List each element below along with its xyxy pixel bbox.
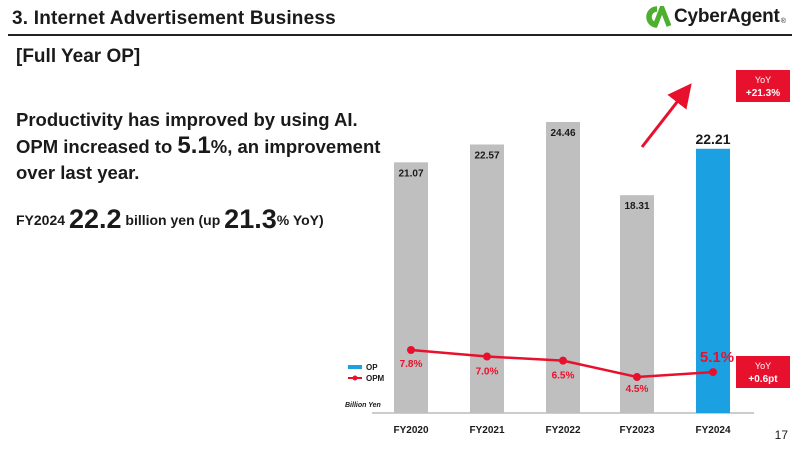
opm-highlight-value: 5.1 xyxy=(177,132,211,159)
page-number: 17 xyxy=(774,428,788,442)
yoy-arrow xyxy=(640,83,692,148)
op-summary: FY2024 22.2 billion yen (up 21.3% YoY) xyxy=(16,204,324,235)
yoy-badge-value: +21.3% xyxy=(746,88,780,99)
opm-point xyxy=(483,352,491,361)
headline-line-2: OPM increased to 5.1%, an improvement xyxy=(16,132,381,159)
yoy-badge xyxy=(736,70,790,102)
unit-label: Billion Yen xyxy=(345,402,381,409)
legend-op-label: OP xyxy=(366,363,378,372)
yoy-badge-label: YoY xyxy=(755,361,771,371)
section-label: [Full Year OP] xyxy=(16,46,141,67)
opm-point xyxy=(633,373,641,381)
summary-mid: billion yen (up xyxy=(121,212,225,228)
headline: Productivity has improved by using AI. O… xyxy=(16,107,396,186)
headline-line-3: over last year. xyxy=(16,162,140,183)
yoy-badge-value: +0.6pt xyxy=(748,374,778,385)
company-logo: CyberAgent ® xyxy=(643,6,786,28)
title-underline xyxy=(8,34,792,36)
opm-value-label: 6.5% xyxy=(552,371,575,382)
headline-line-1: Productivity has improved by using AI. xyxy=(16,109,358,130)
opm-value-label: 7.8% xyxy=(400,359,423,370)
slide-title: 3. Internet Advertisement Business xyxy=(12,8,336,29)
x-tick-label: FY2022 xyxy=(545,425,580,436)
summary-year: FY2024 xyxy=(16,212,69,228)
op-bar-value-label: 24.46 xyxy=(550,128,575,139)
op-bar-value-label: 22.21 xyxy=(695,131,730,147)
legend-op-swatch xyxy=(348,365,362,369)
op-bar xyxy=(470,144,504,413)
opm-value-label: 4.5% xyxy=(626,384,649,395)
opm-point xyxy=(559,356,567,365)
legend-opm-label: OPM xyxy=(366,374,385,383)
summary-yoy-value: 21.3 xyxy=(224,204,277,234)
opm-point xyxy=(709,368,717,377)
summary-op-value: 22.2 xyxy=(68,204,122,234)
summary-post: % YoY) xyxy=(276,212,324,228)
x-tick-label: FY2020 xyxy=(393,425,428,436)
yoy-badge xyxy=(736,356,790,388)
legend-opm-marker xyxy=(352,375,358,381)
op-bar-value-label: 21.07 xyxy=(398,168,423,179)
logo-text: CyberAgent xyxy=(674,6,780,27)
op-bar xyxy=(394,162,428,413)
op-bar xyxy=(546,122,580,413)
logo-registered-mark: ® xyxy=(780,17,786,25)
yoy-badge-label: YoY xyxy=(755,75,771,85)
x-tick-label: FY2023 xyxy=(619,425,654,436)
opm-point xyxy=(407,346,415,354)
op-bar-value-label: 18.31 xyxy=(624,201,649,212)
op-bar-value-label: 22.57 xyxy=(474,150,499,161)
cyberagent-logo-icon xyxy=(646,6,671,28)
opm-value-label: 5.1% xyxy=(700,349,734,366)
opm-value-label: 7.0% xyxy=(476,367,499,378)
x-tick-label: FY2024 xyxy=(695,425,730,436)
x-tick-label: FY2021 xyxy=(469,425,504,436)
